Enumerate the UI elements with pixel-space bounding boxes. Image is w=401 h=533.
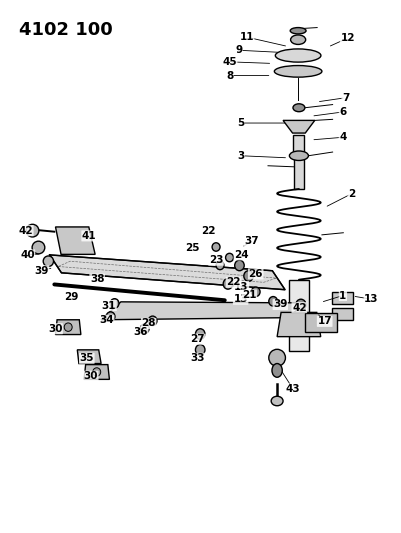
Text: 36: 36 [133,327,148,337]
Ellipse shape [268,349,285,366]
Text: 2: 2 [347,189,354,199]
Ellipse shape [290,35,305,44]
Ellipse shape [290,28,305,34]
Text: 11: 11 [239,32,253,42]
Text: 4: 4 [338,132,346,142]
Text: 39: 39 [34,266,49,276]
Text: 43: 43 [285,384,300,394]
Text: 4102 100: 4102 100 [18,21,112,39]
Ellipse shape [225,253,233,262]
Polygon shape [276,312,320,337]
Ellipse shape [273,66,321,77]
Ellipse shape [243,271,253,281]
Ellipse shape [271,364,282,377]
Ellipse shape [251,287,259,296]
Text: 9: 9 [235,45,242,55]
Polygon shape [288,280,308,351]
Text: 38: 38 [90,274,104,284]
Text: 12: 12 [340,33,354,43]
Ellipse shape [295,299,305,311]
Text: 17: 17 [316,317,331,326]
Ellipse shape [106,312,115,321]
Text: 13: 13 [233,294,247,304]
Ellipse shape [234,260,243,271]
Bar [331,308,352,320]
Text: 29: 29 [64,292,78,302]
Text: 34: 34 [99,316,113,325]
Text: 30: 30 [48,324,62,334]
Polygon shape [282,120,314,133]
Ellipse shape [110,298,119,308]
Ellipse shape [271,396,282,406]
Text: 23: 23 [208,255,223,265]
Polygon shape [101,302,304,320]
Text: 30: 30 [83,371,98,381]
Polygon shape [55,320,81,335]
Text: 35: 35 [79,353,94,364]
Ellipse shape [148,316,157,326]
Text: 22: 22 [200,225,215,236]
Ellipse shape [195,329,205,340]
Ellipse shape [64,323,72,332]
Bar [293,135,304,152]
Ellipse shape [215,261,223,270]
Text: 37: 37 [244,236,258,246]
Text: 33: 33 [190,353,205,364]
Text: 13: 13 [234,281,248,292]
Text: 21: 21 [241,290,256,300]
Ellipse shape [32,241,45,254]
Polygon shape [49,255,284,290]
Text: 27: 27 [190,334,205,344]
Text: 40: 40 [20,250,34,260]
Bar [331,292,352,304]
Ellipse shape [292,104,304,112]
Text: 7: 7 [341,93,348,103]
Polygon shape [84,365,109,379]
Polygon shape [304,313,336,332]
Text: 3: 3 [237,151,244,161]
Ellipse shape [275,49,320,62]
Ellipse shape [43,256,53,266]
Text: 6: 6 [338,107,346,117]
Text: 8: 8 [225,70,233,80]
Text: 42: 42 [18,225,33,236]
Text: 24: 24 [233,250,248,260]
Ellipse shape [289,151,308,160]
Ellipse shape [26,224,39,237]
Text: 31: 31 [101,301,116,311]
Polygon shape [77,350,101,364]
Text: 42: 42 [291,303,306,313]
Text: 22: 22 [226,277,240,287]
Text: 26: 26 [248,269,262,279]
Bar [294,159,303,189]
Ellipse shape [195,344,205,355]
Polygon shape [55,227,95,254]
Text: 39: 39 [272,300,287,310]
Text: 1: 1 [338,290,346,301]
Ellipse shape [223,279,232,289]
Text: 25: 25 [184,243,199,253]
Text: 45: 45 [222,57,236,67]
Ellipse shape [212,243,219,251]
Ellipse shape [268,296,277,306]
Text: 5: 5 [237,118,244,128]
Ellipse shape [93,368,100,376]
Ellipse shape [140,324,149,334]
Text: 28: 28 [141,318,156,328]
Text: 13: 13 [363,294,378,304]
Text: 41: 41 [82,231,96,241]
